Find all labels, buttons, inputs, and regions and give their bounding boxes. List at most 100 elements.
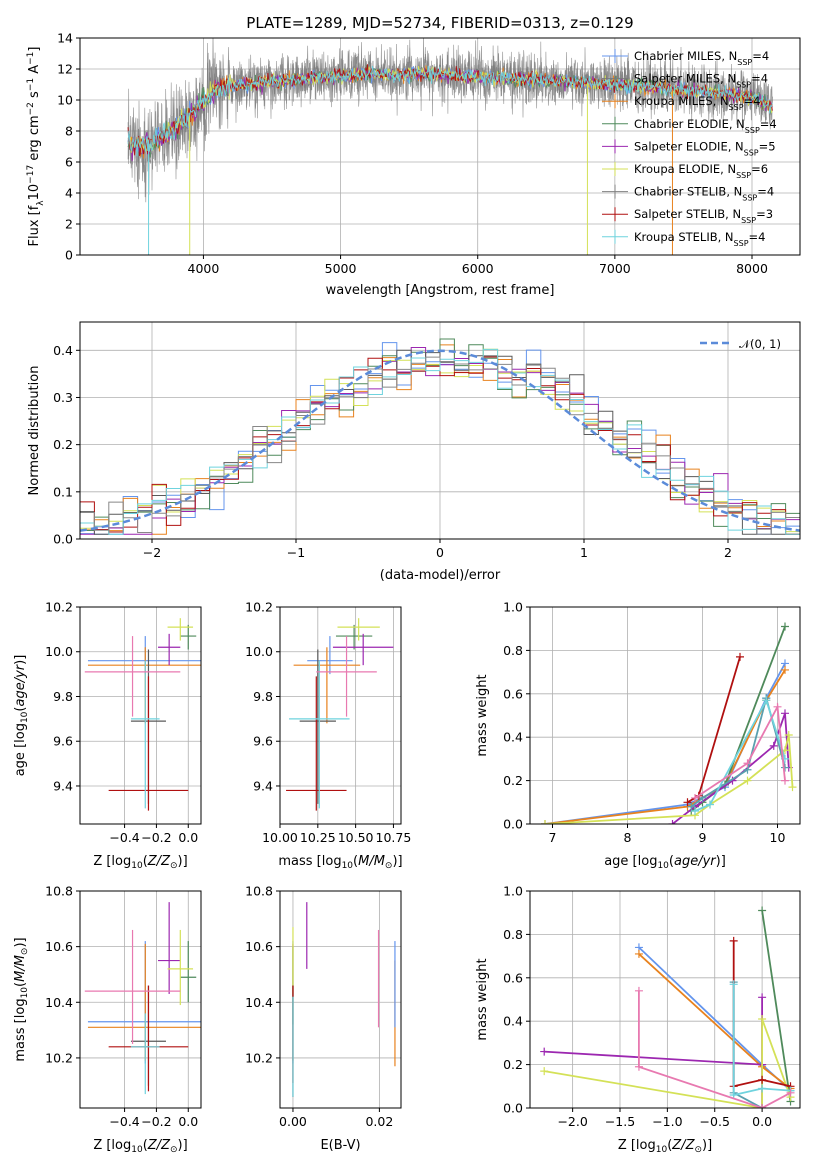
legend-label: 𝒩(0, 1) [739, 337, 781, 351]
x-tick-label: 10.25 [300, 830, 336, 845]
weight-marker [758, 993, 767, 1002]
age_vs_mass-points [286, 618, 394, 811]
spectrum-legend: Chabrier MILES, NSSP=4 Salpeter MILES, NS… [602, 49, 777, 247]
axes-frame [279, 890, 402, 1109]
x-axis-label: Z [log10(Z/Z⊙)] [93, 1138, 187, 1155]
x-tick-label: −1.0 [652, 1114, 682, 1129]
axes-frame [79, 890, 202, 1109]
y-axis-label: age [log10(age/yr)] [13, 655, 30, 777]
y-tick-label: 4 [65, 186, 73, 201]
y-tick-label: 9.4 [253, 778, 273, 793]
axes-frame [79, 37, 801, 256]
y-axis-label: Normed distribution [27, 366, 42, 496]
x-tick-label: 10.75 [376, 830, 412, 845]
weight-marker [788, 783, 797, 792]
normal-curve [80, 349, 800, 532]
weight-series-7 [694, 698, 786, 812]
x-tick-label: 7000 [599, 261, 631, 276]
legend-label: Salpeter MILES, NSSP=4 [634, 72, 768, 90]
y-tick-label: 0.8 [503, 643, 523, 658]
x-tick-label: 0 [436, 545, 444, 560]
y-tick-label: 8 [65, 124, 73, 139]
y-tick-label: 0.2 [503, 1057, 523, 1072]
x-axis-label: E(B-V) [320, 1138, 360, 1153]
weight-marker [540, 1047, 549, 1056]
x-tick-label: −0.5 [700, 1114, 730, 1129]
x-tick-label: 8000 [736, 261, 768, 276]
y-tick-label: 2 [65, 217, 73, 232]
weight-marker [758, 1015, 767, 1024]
weight-marker [781, 622, 789, 631]
weight-marker [743, 776, 752, 785]
y-tick-label: 12 [57, 62, 73, 77]
weight-marker [781, 665, 789, 674]
y-tick-label: 9.6 [53, 734, 73, 749]
x-tick-label: 7 [549, 830, 557, 845]
x-tick-label: 9 [699, 830, 707, 845]
axes-frame [529, 890, 801, 1109]
spectrum-axes: 4000 5000 6000 7000 8000 0 2 4 6 8 10 12 14 wavelengt… [26, 31, 801, 298]
weight-marker [743, 759, 752, 768]
weight_vs_age-axes: 7 8 9 10 0.0 0.2 0.4 0.6 0.8 1.0 mass weight age [l… [475, 600, 801, 871]
weight-marker [634, 949, 643, 958]
weight-marker [758, 906, 767, 915]
legend-label: Chabrier ELODIE, NSSP=4 [634, 117, 777, 135]
y-tick-label: 9.6 [253, 734, 273, 749]
weight-series-2 [761, 910, 792, 1102]
y-tick-label: 1.0 [503, 884, 523, 899]
x-tick-label: 0.0 [178, 1114, 198, 1129]
axes-frame [79, 321, 801, 540]
weight-marker [781, 763, 789, 772]
weight-marker [634, 986, 643, 995]
legend-label: Kroupa STELIB, NSSP=4 [634, 230, 765, 248]
y-tick-label: 10.4 [245, 995, 273, 1010]
weight-marker [541, 820, 549, 824]
y-tick-label: 10.2 [245, 600, 273, 615]
x-tick-label: 8 [624, 830, 632, 845]
weight_vs_Z-lines [540, 906, 795, 1108]
y-tick-label: 0.4 [53, 343, 73, 358]
x-tick-label: −0.4 [109, 1114, 139, 1129]
weight-marker [762, 696, 771, 705]
y-tick-label: 10.8 [245, 884, 273, 899]
weight-marker [758, 1104, 767, 1108]
weight-series-8 [638, 990, 791, 1108]
weight-marker [786, 1088, 795, 1097]
x-tick-label: 0.00 [279, 1114, 307, 1129]
x-tick-label: 1 [580, 545, 588, 560]
x-tick-label: −2 [143, 545, 161, 560]
mass_vs_Z-axes: −0.4 −0.2 0.0 10.2 10.4 10.6 10.8 Z [log10(Z/Z⊙… [13, 884, 202, 1155]
y-tick-label: 0.2 [503, 773, 523, 788]
axes-frame [79, 606, 202, 825]
weight-marker [736, 652, 744, 661]
weight-series-0 [544, 662, 786, 824]
weight-marker [668, 820, 677, 824]
weight-series-1 [544, 669, 786, 824]
x-tick-label: 0.0 [178, 830, 198, 845]
y-tick-label: 0.4 [503, 730, 523, 745]
x-axis-label: Z [log10(Z/Z⊙)] [618, 1138, 712, 1155]
y-tick-label: 0 [65, 248, 73, 263]
x-tick-label: −0.2 [141, 1114, 171, 1129]
y-tick-label: 10.6 [245, 939, 273, 954]
y-tick-label: 14 [57, 31, 73, 46]
y-tick-label: 10.0 [245, 644, 273, 659]
weight-marker [781, 709, 789, 718]
weight-marker [691, 806, 699, 815]
weight-marker [706, 800, 714, 809]
x-tick-label: 6000 [462, 261, 494, 276]
weight-series-4 [544, 1018, 792, 1108]
weight-marker [773, 702, 782, 711]
residual-histograms [80, 338, 800, 535]
weight-marker [784, 731, 793, 740]
y-tick-label: 0.1 [53, 484, 73, 499]
residuals-axes: −2 −1 0 1 2 0.0 0.1 0.2 0.3 0.4 𝒩(0, 1) (data-model… [27, 321, 801, 583]
legend-label: Chabrier MILES, NSSP=4 [634, 49, 769, 67]
weight-series-3 [544, 997, 763, 1108]
y-tick-label: 10.2 [45, 1050, 73, 1065]
y-tick-label: 1.0 [503, 600, 523, 615]
weight-marker [769, 741, 778, 750]
weight-marker [729, 980, 738, 989]
histogram-series-8 [80, 356, 800, 535]
